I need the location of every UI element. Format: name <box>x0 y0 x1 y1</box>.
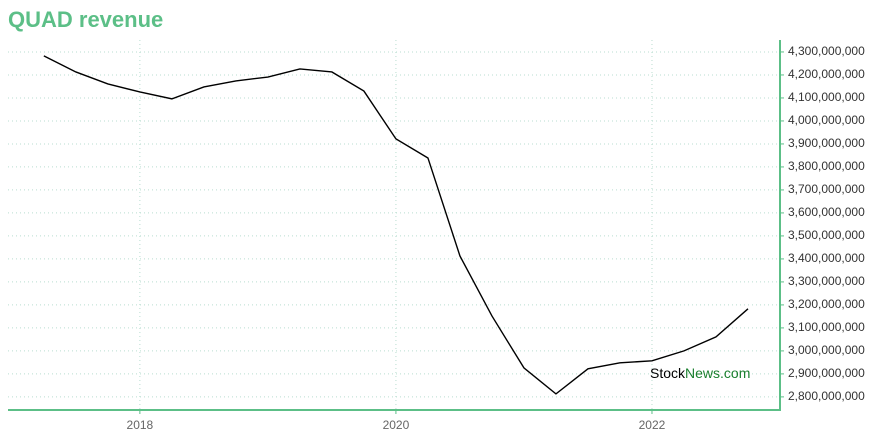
watermark: StockNews.com <box>650 365 750 381</box>
y-tick-label: 3,700,000,000 <box>788 182 865 196</box>
y-tick-label: 4,300,000,000 <box>788 44 865 58</box>
y-tick-label: 3,300,000,000 <box>788 274 865 288</box>
y-tick-label: 2,900,000,000 <box>788 366 865 380</box>
x-tick-label: 2018 <box>127 418 154 432</box>
line <box>43 55 749 395</box>
y-tick-label: 3,500,000,000 <box>788 228 865 242</box>
y-tick-label: 3,900,000,000 <box>788 136 865 150</box>
y-tick-label: 3,400,000,000 <box>788 251 865 265</box>
watermark-prefix: Stock <box>650 365 686 381</box>
y-tick-label: 3,100,000,000 <box>788 320 865 334</box>
x-tick-label: 2022 <box>639 418 666 432</box>
y-tick-label: 3,200,000,000 <box>788 297 865 311</box>
chart-title: QUAD revenue <box>8 7 163 32</box>
y-tick-label: 4,100,000,000 <box>788 90 865 104</box>
y-tick-label: 3,800,000,000 <box>788 159 865 173</box>
y-tick-label: 2,800,000,000 <box>788 389 865 403</box>
y-tick-label: 4,000,000,000 <box>788 113 865 127</box>
y-tick-label: 3,000,000,000 <box>788 343 865 357</box>
watermark-suffix: News.com <box>685 365 750 381</box>
y-tick-label: 3,600,000,000 <box>788 205 865 219</box>
x-tick-label: 2020 <box>383 418 410 432</box>
y-tick-label: 4,200,000,000 <box>788 67 865 81</box>
